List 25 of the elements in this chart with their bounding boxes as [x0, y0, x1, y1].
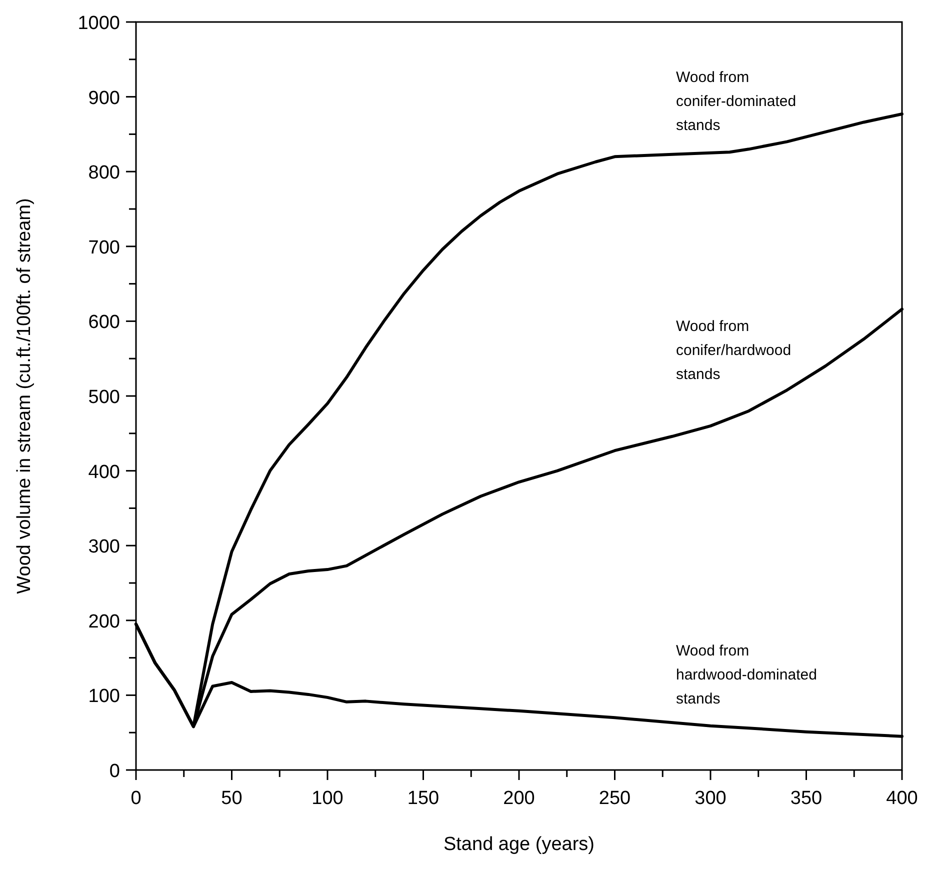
y-tick-label: 400 — [88, 462, 120, 483]
y-tick-label: 500 — [88, 387, 120, 408]
x-tick-label: 200 — [503, 788, 535, 809]
y-tick-label: 200 — [88, 611, 120, 632]
y-tick-label: 700 — [88, 237, 120, 258]
x-tick-label: 250 — [598, 788, 631, 809]
series-label: Wood from conifer/hardwood stands — [676, 318, 792, 384]
x-tick-label: 400 — [886, 788, 918, 809]
series-label: Wood from conifer-dominated stands — [676, 69, 796, 134]
x-axis-title: Stand age (years) — [443, 834, 595, 855]
series-label: Wood from hardwood-dominated stands — [676, 642, 817, 708]
x-tick-label: 300 — [694, 788, 726, 809]
x-tick-label: 350 — [790, 788, 822, 809]
y-tick-label: 800 — [88, 162, 120, 184]
x-tick-label: 50 — [221, 788, 242, 809]
y-axis-title: Wood volume in stream (cu.ft./100ft. of stream) — [14, 198, 35, 594]
y-tick-label: 900 — [88, 88, 120, 109]
y-tick-label: 1000 — [78, 13, 120, 34]
x-tick-label: 0 — [130, 788, 142, 809]
y-tick-label: 600 — [88, 312, 120, 334]
y-tick-label: 0 — [109, 761, 120, 782]
y-tick-label: 300 — [88, 536, 120, 558]
x-tick-label: 100 — [312, 788, 344, 809]
y-tick-label: 100 — [88, 686, 120, 708]
x-tick-label: 150 — [407, 788, 440, 809]
